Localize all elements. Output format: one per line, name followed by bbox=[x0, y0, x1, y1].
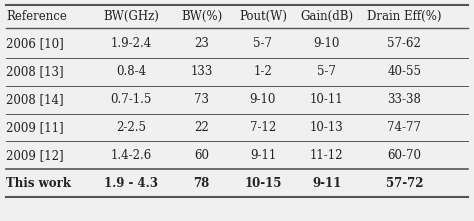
Text: 57-62: 57-62 bbox=[387, 37, 421, 50]
Text: 40-55: 40-55 bbox=[387, 65, 421, 78]
Text: 1.4-2.6: 1.4-2.6 bbox=[110, 149, 152, 162]
Text: 9-10: 9-10 bbox=[250, 93, 276, 106]
Text: 133: 133 bbox=[191, 65, 213, 78]
Text: 9-10: 9-10 bbox=[313, 37, 340, 50]
Text: 33-38: 33-38 bbox=[387, 93, 421, 106]
Text: Pout(W): Pout(W) bbox=[239, 10, 287, 23]
Text: 0.8-4: 0.8-4 bbox=[116, 65, 146, 78]
Text: 73: 73 bbox=[194, 93, 209, 106]
Text: 1.9-2.4: 1.9-2.4 bbox=[110, 37, 152, 50]
Text: 2008 [13]: 2008 [13] bbox=[6, 65, 64, 78]
Text: Drain Eff(%): Drain Eff(%) bbox=[367, 10, 442, 23]
Text: 9-11: 9-11 bbox=[312, 177, 341, 190]
Text: 2006 [10]: 2006 [10] bbox=[6, 37, 64, 50]
Text: 1-2: 1-2 bbox=[254, 65, 272, 78]
Text: 5-7: 5-7 bbox=[317, 65, 336, 78]
Text: Reference: Reference bbox=[6, 10, 67, 23]
Text: 10-11: 10-11 bbox=[310, 93, 343, 106]
Text: Gain(dB): Gain(dB) bbox=[300, 10, 353, 23]
Text: This work: This work bbox=[6, 177, 71, 190]
Text: 2009 [12]: 2009 [12] bbox=[6, 149, 64, 162]
Text: 60-70: 60-70 bbox=[387, 149, 421, 162]
Text: 7-12: 7-12 bbox=[250, 121, 276, 134]
Text: 2-2.5: 2-2.5 bbox=[116, 121, 146, 134]
Text: BW(GHz): BW(GHz) bbox=[103, 10, 159, 23]
Text: 10-13: 10-13 bbox=[310, 121, 343, 134]
Text: 5-7: 5-7 bbox=[254, 37, 273, 50]
Text: 74-77: 74-77 bbox=[387, 121, 421, 134]
Text: 60: 60 bbox=[194, 149, 209, 162]
Text: 78: 78 bbox=[193, 177, 210, 190]
Text: 57-72: 57-72 bbox=[385, 177, 423, 190]
Text: 2008 [14]: 2008 [14] bbox=[6, 93, 64, 106]
Text: 23: 23 bbox=[194, 37, 209, 50]
Text: 9-11: 9-11 bbox=[250, 149, 276, 162]
Text: 22: 22 bbox=[194, 121, 209, 134]
Text: 10-15: 10-15 bbox=[244, 177, 282, 190]
Text: 2009 [11]: 2009 [11] bbox=[6, 121, 64, 134]
Text: 11-12: 11-12 bbox=[310, 149, 343, 162]
Text: 1.9 - 4.3: 1.9 - 4.3 bbox=[104, 177, 158, 190]
Text: 0.7-1.5: 0.7-1.5 bbox=[110, 93, 152, 106]
Text: BW(%): BW(%) bbox=[181, 10, 222, 23]
